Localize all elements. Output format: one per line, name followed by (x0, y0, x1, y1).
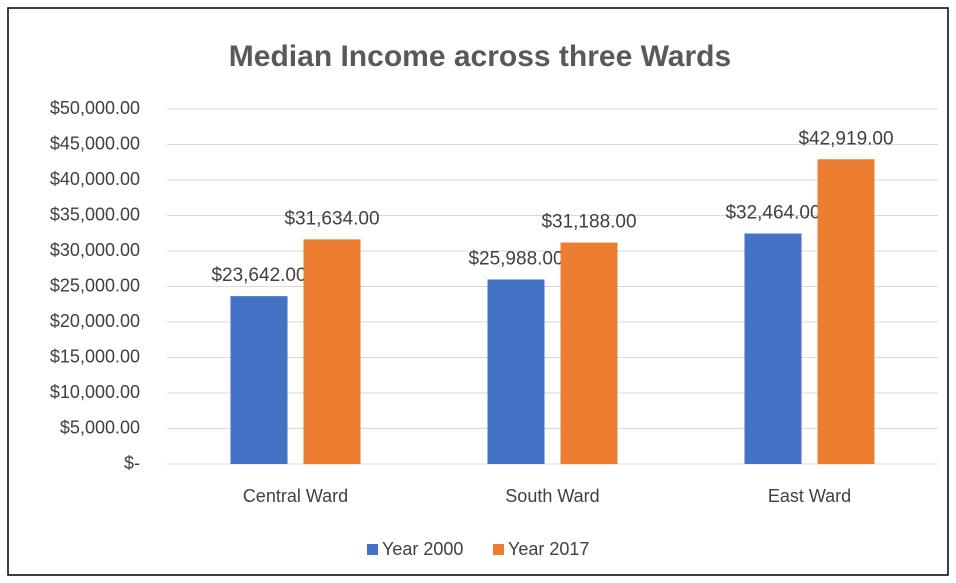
y-tick-label: $- (124, 453, 140, 473)
bar (560, 242, 618, 464)
data-label: $42,919.00 (798, 128, 893, 149)
legend-swatch (493, 544, 504, 555)
y-tick-label: $50,000.00 (50, 98, 140, 118)
bar (487, 279, 545, 464)
y-tick-label: $10,000.00 (50, 382, 140, 402)
data-label: $25,988.00 (468, 249, 563, 270)
y-tick-label: $5,000.00 (60, 417, 140, 437)
legend-swatch (367, 544, 378, 555)
y-tick-label: $30,000.00 (50, 240, 140, 260)
legend-label: Year 2017 (508, 539, 589, 559)
y-tick-label: $20,000.00 (50, 311, 140, 331)
data-label: $32,464.00 (725, 203, 820, 224)
y-tick-label: $25,000.00 (50, 275, 140, 295)
data-label: $23,642.00 (211, 265, 306, 286)
x-tick-label: Central Ward (243, 486, 348, 506)
bar (230, 296, 288, 464)
bar (744, 233, 802, 464)
legend-label: Year 2000 (382, 539, 463, 559)
x-tick-label: East Ward (768, 486, 851, 506)
data-label: $31,634.00 (284, 208, 379, 229)
y-tick-label: $40,000.00 (50, 169, 140, 189)
bar (817, 159, 875, 465)
y-tick-label: $45,000.00 (50, 133, 140, 153)
chart-title: Median Income across three Wards (229, 40, 731, 73)
y-tick-label: $15,000.00 (50, 346, 140, 366)
data-label: $31,188.00 (541, 212, 636, 233)
x-tick-label: South Ward (505, 486, 599, 506)
y-tick-label: $35,000.00 (50, 204, 140, 224)
bar (303, 239, 361, 464)
